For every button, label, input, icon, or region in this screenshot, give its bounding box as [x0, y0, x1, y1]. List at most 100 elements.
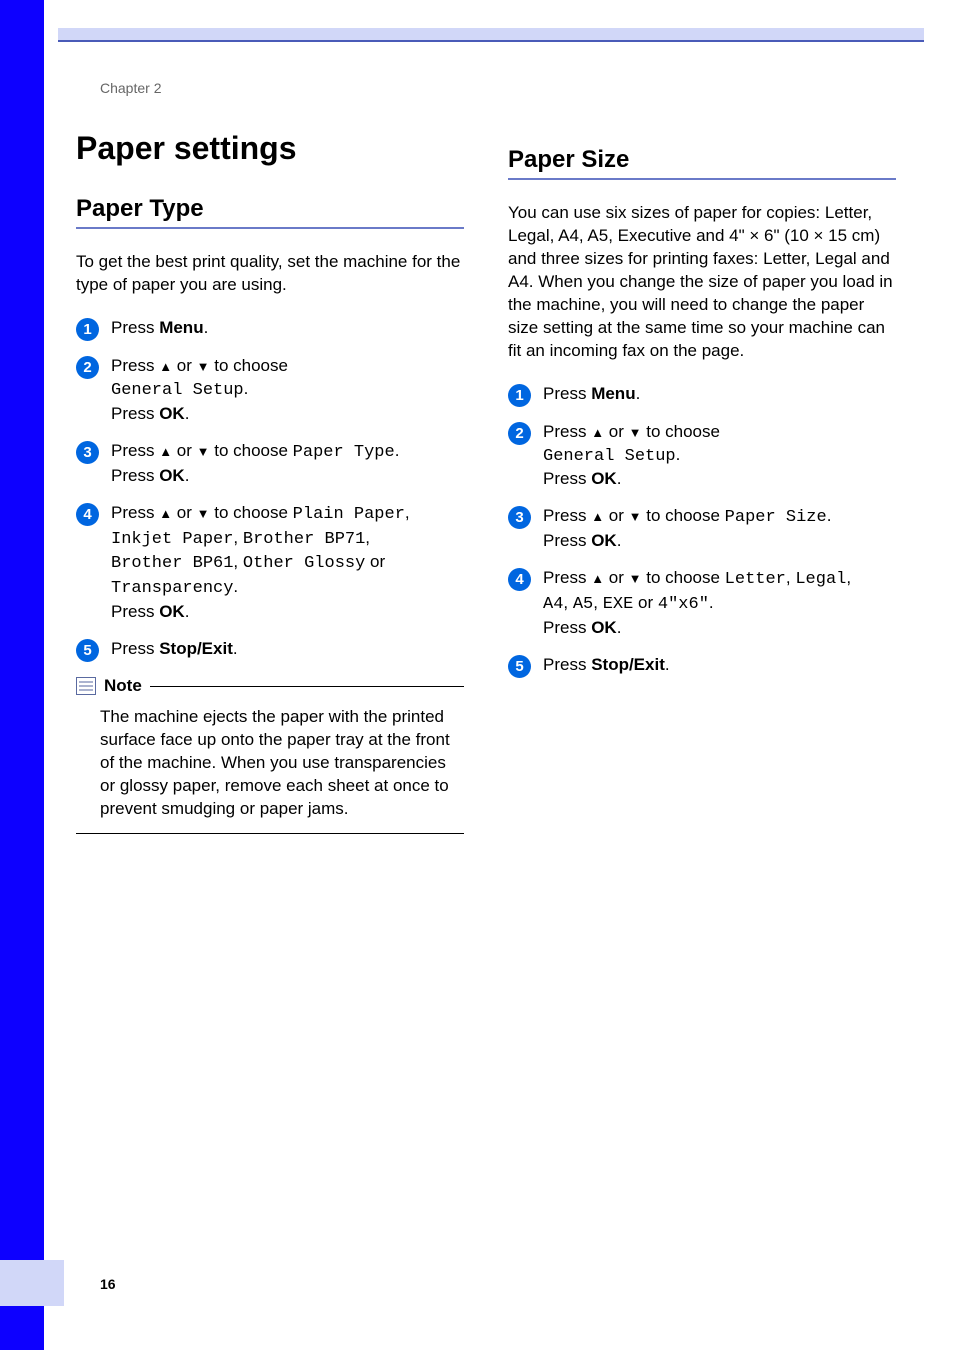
text-run: ,: [786, 568, 795, 587]
step-body: Press ▲ or ▼ to choose Paper Size.Press …: [543, 505, 831, 553]
text-run: Brother BP71: [243, 530, 365, 549]
text-run: .: [617, 618, 622, 637]
text-run: ,: [563, 593, 572, 612]
text-run: ,: [365, 528, 370, 547]
text-run: .: [827, 506, 832, 525]
text-run: .: [185, 466, 190, 485]
step-body: Press Stop/Exit.: [111, 638, 238, 661]
text-run: ▲: [159, 444, 172, 459]
paper-size-steps: 1Press Menu. 2Press ▲ or ▼ to choose Gene…: [508, 383, 896, 679]
text-run: Press: [111, 441, 159, 460]
text-run: Press: [543, 618, 591, 637]
step: 4 Press ▲ or ▼ to choose Letter, Legal, A…: [508, 567, 896, 640]
text-run: ▲: [591, 509, 604, 524]
text-run: OK: [591, 618, 617, 637]
text-run: Press: [543, 568, 591, 587]
paper-size-heading-wrap: Paper Size: [508, 146, 896, 180]
step: 1Press Menu.: [508, 383, 896, 407]
step: 3Press ▲ or ▼ to choose Paper Size.Press…: [508, 505, 896, 553]
step-number: 5: [76, 639, 99, 662]
text-run: A5: [573, 595, 593, 614]
text-run: ▲: [159, 506, 172, 521]
text-run: ▼: [197, 444, 210, 459]
step-number: 3: [76, 441, 99, 464]
text-run: or: [604, 422, 629, 441]
step-body: Press Menu.: [543, 383, 640, 406]
step: 2Press ▲ or ▼ to choose General Setup.Pr…: [76, 355, 464, 426]
step-number: 4: [76, 503, 99, 526]
paper-type-heading: Paper Type: [76, 195, 464, 223]
step-number: 2: [508, 422, 531, 445]
text-run: Inkjet Paper: [111, 530, 233, 549]
text-run: Paper Type: [293, 443, 395, 462]
text-run: to choose: [642, 506, 725, 525]
step-number: 3: [508, 506, 531, 529]
text-run: or: [365, 552, 385, 571]
step-body: Press Stop/Exit.: [543, 654, 670, 677]
step-body: Press ▲ or ▼ to choose Paper Type.Press …: [111, 440, 399, 488]
text-run: Press: [543, 384, 591, 403]
text-run: to choose: [642, 568, 725, 587]
paper-type-heading-wrap: Paper Type: [76, 195, 464, 229]
text-run: .: [636, 384, 641, 403]
text-run: OK: [159, 602, 185, 621]
note-body: The machine ejects the paper with the pr…: [76, 696, 464, 834]
note-title: Note: [104, 676, 142, 696]
text-run: OK: [591, 469, 617, 488]
step-number: 1: [76, 318, 99, 341]
step-number: 4: [508, 568, 531, 591]
text-run: ▼: [197, 359, 210, 374]
text-run: OK: [159, 466, 185, 485]
text-run: or: [172, 441, 197, 460]
text-run: Press: [111, 639, 159, 658]
text-run: OK: [159, 404, 185, 423]
step: 2Press ▲ or ▼ to choose General Setup.Pr…: [508, 421, 896, 492]
spacer: [508, 130, 896, 146]
text-run: ,: [405, 503, 410, 522]
step-body: Press ▲ or ▼ to choose Plain Paper, Inkj…: [111, 502, 410, 625]
paper-size-heading: Paper Size: [508, 146, 896, 174]
text-run: Stop/Exit: [591, 655, 665, 674]
note-header: Note: [76, 676, 464, 696]
chapter-label: Chapter 2: [100, 80, 161, 96]
text-run: Brother BP61: [111, 554, 233, 573]
text-run: ,: [233, 552, 242, 571]
header-band: [58, 28, 924, 42]
text-run: Stop/Exit: [159, 639, 233, 658]
text-run: Paper Size: [725, 508, 827, 527]
step: 5Press Stop/Exit.: [508, 654, 896, 678]
text-run: Press: [111, 404, 159, 423]
text-run: Press: [111, 318, 159, 337]
text-run: .: [204, 318, 209, 337]
text-run: Press: [111, 356, 159, 375]
paper-type-steps: 1Press Menu.2Press ▲ or ▼ to choose Gene…: [76, 317, 464, 662]
text-run: ▲: [159, 359, 172, 374]
text-run: or: [172, 356, 197, 375]
text-run: to choose: [210, 441, 293, 460]
text-run: or: [633, 593, 658, 612]
text-run: or: [604, 506, 629, 525]
text-run: ,: [233, 528, 242, 547]
text-run: OK: [591, 531, 617, 550]
note-icon: [76, 677, 96, 695]
text-run: Menu: [591, 384, 635, 403]
step-body: Press Menu.: [111, 317, 208, 340]
text-run: .: [617, 469, 622, 488]
text-run: Letter: [725, 570, 786, 589]
text-run: .: [185, 404, 190, 423]
text-run: A4: [543, 595, 563, 614]
right-column: Paper Size You can use six sizes of pape…: [508, 130, 896, 834]
text-run: EXE: [603, 595, 634, 614]
step-body: Press ▲ or ▼ to choose Letter, Legal, A4…: [543, 567, 851, 640]
text-run: or: [604, 568, 629, 587]
note-block: Note The machine ejects the paper with t…: [76, 676, 464, 834]
text-run: to choose: [642, 422, 720, 441]
text-run: General Setup: [543, 447, 676, 466]
step-number: 2: [76, 356, 99, 379]
text-run: Press: [543, 506, 591, 525]
content-area: Paper settings Paper Type To get the bes…: [76, 130, 896, 834]
main-title: Paper settings: [76, 130, 464, 167]
page-number: 16: [100, 1276, 116, 1292]
note-header-rule: [150, 686, 464, 687]
text-run: to choose: [210, 356, 288, 375]
